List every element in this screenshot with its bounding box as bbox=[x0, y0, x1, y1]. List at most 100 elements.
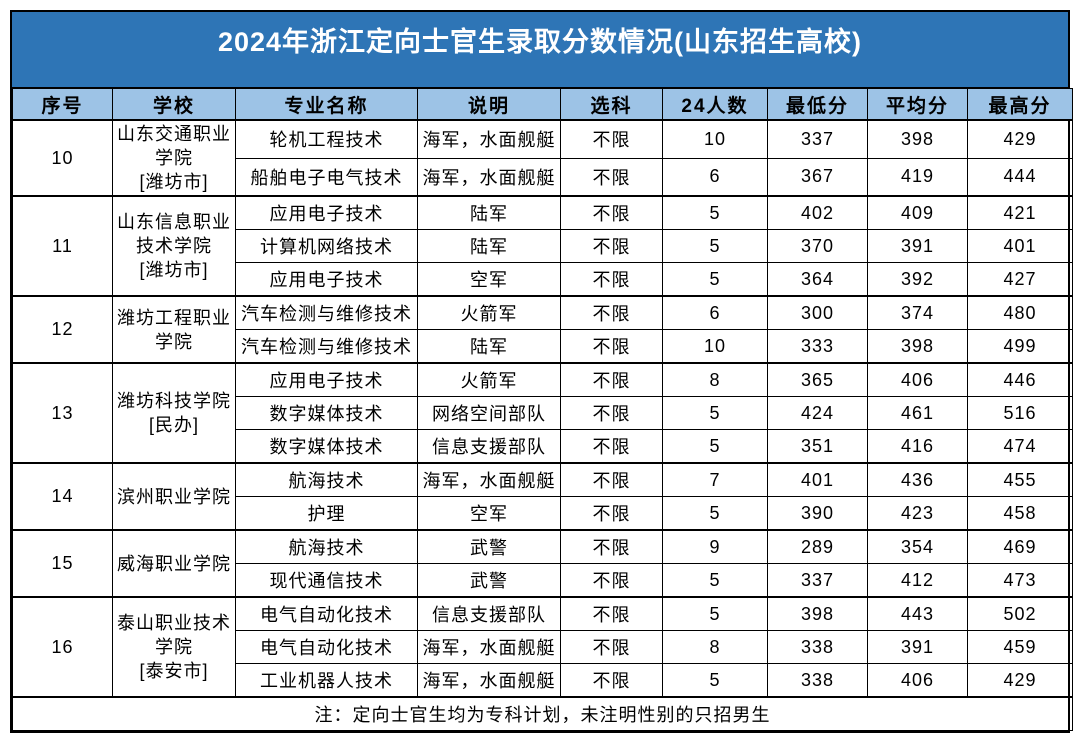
serial-number-cell: 11 bbox=[12, 195, 113, 297]
min-score-cell: 351 bbox=[767, 429, 868, 464]
school-location: [民办] bbox=[148, 415, 199, 435]
min-score-cell: 333 bbox=[767, 329, 868, 364]
school-name: 滨州职业学院 bbox=[117, 486, 231, 507]
enrollment-count-cell: 8 bbox=[662, 362, 768, 397]
min-score-cell: 402 bbox=[767, 195, 868, 230]
major-cell: 轮机工程技术 bbox=[235, 119, 418, 159]
major-cell: 电气自动化技术 bbox=[235, 630, 418, 664]
major-cell: 应用电子技术 bbox=[235, 362, 418, 397]
max-score-cell: 480 bbox=[967, 295, 1073, 330]
enrollment-count-cell: 5 bbox=[662, 429, 768, 464]
table-row: 13 潍坊科技学院 [民办] 应用电子技术 火箭军 不限 8 365 406 446 bbox=[12, 362, 1073, 464]
max-score-cell: 474 bbox=[967, 429, 1073, 464]
major-cell: 计算机网络技术 bbox=[235, 229, 418, 263]
max-score-cell: 499 bbox=[967, 329, 1073, 364]
description-cell: 武警 bbox=[417, 529, 561, 564]
enrollment-count-cell: 5 bbox=[662, 596, 768, 631]
table-row: 应用电子技术 空军 不限 5 364 392 427 bbox=[13, 262, 1073, 297]
header-row: 序号 学校 专业名称 说明 选科 24人数 最低分 平均分 最高分 bbox=[12, 88, 1073, 121]
serial-number-cell: 12 bbox=[12, 295, 113, 364]
min-score-cell: 364 bbox=[767, 262, 868, 297]
subject-requirement-cell: 不限 bbox=[560, 329, 663, 364]
description-cell: 陆军 bbox=[417, 229, 561, 263]
serial-number-cell: 16 bbox=[12, 596, 113, 698]
max-score-cell: 427 bbox=[967, 262, 1073, 297]
column-header: 选科 bbox=[560, 88, 663, 121]
min-score-cell: 424 bbox=[767, 396, 868, 430]
avg-score-cell: 406 bbox=[867, 663, 968, 698]
school-cell: 潍坊科技学院 [民办] bbox=[112, 362, 236, 464]
avg-score-cell: 419 bbox=[867, 157, 968, 197]
column-header: 平均分 bbox=[867, 88, 968, 121]
major-cell: 汽车检测与维修技术 bbox=[235, 295, 418, 330]
major-cell: 数字媒体技术 bbox=[235, 396, 418, 430]
description-cell: 陆军 bbox=[417, 329, 561, 364]
avg-score-cell: 461 bbox=[867, 396, 968, 430]
column-header: 最低分 bbox=[767, 88, 868, 121]
avg-score-cell: 391 bbox=[867, 229, 968, 263]
subject-requirement-cell: 不限 bbox=[560, 429, 663, 464]
max-score-cell: 502 bbox=[967, 596, 1073, 631]
major-cell: 汽车检测与维修技术 bbox=[235, 329, 418, 364]
subject-requirement-cell: 不限 bbox=[560, 462, 663, 497]
major-cell: 护理 bbox=[235, 496, 418, 531]
description-cell: 信息支援部队 bbox=[417, 596, 561, 631]
max-score-cell: 429 bbox=[967, 663, 1073, 698]
school-name: 泰山职业技术学院 bbox=[117, 613, 231, 657]
min-score-cell: 398 bbox=[767, 596, 868, 631]
max-score-cell: 459 bbox=[967, 630, 1073, 664]
subject-requirement-cell: 不限 bbox=[560, 362, 663, 397]
subject-requirement-cell: 不限 bbox=[560, 663, 663, 698]
major-cell: 航海技术 bbox=[235, 462, 418, 497]
school-cell: 山东交通职业学院 [潍坊市] bbox=[112, 119, 236, 197]
description-cell: 陆军 bbox=[417, 195, 561, 230]
table-row: 10 山东交通职业学院 [潍坊市] 轮机工程技术 海军，水面舰艇 不限 10 337 398 42… bbox=[12, 119, 1073, 197]
major-cell: 数字媒体技术 bbox=[235, 429, 418, 464]
min-score-cell: 289 bbox=[767, 529, 868, 564]
admission-score-table: 2024年浙江定向士官生录取分数情况(山东招生高校) 序号 学校 专业名称 说明 选科 2… bbox=[10, 10, 1073, 733]
enrollment-count-cell: 5 bbox=[662, 563, 768, 598]
min-score-cell: 338 bbox=[767, 630, 868, 664]
enrollment-count-cell: 5 bbox=[662, 396, 768, 430]
max-score-cell: 458 bbox=[967, 496, 1073, 531]
school-name: 山东信息职业技术学院 bbox=[117, 212, 231, 256]
serial-number-cell: 10 bbox=[12, 119, 113, 197]
enrollment-count-cell: 5 bbox=[662, 262, 768, 297]
major-cell: 应用电子技术 bbox=[235, 195, 418, 230]
table-row: 12 潍坊工程职业学院 汽车检测与维修技术 火箭军 不限 6 300 374 480 bbox=[12, 295, 1073, 364]
subject-requirement-cell: 不限 bbox=[560, 396, 663, 430]
enrollment-count-cell: 5 bbox=[662, 195, 768, 230]
major-cell: 工业机器人技术 bbox=[235, 663, 418, 698]
enrollment-count-cell: 10 bbox=[662, 119, 768, 159]
max-score-cell: 516 bbox=[967, 396, 1073, 430]
min-score-cell: 370 bbox=[767, 229, 868, 263]
min-score-cell: 337 bbox=[767, 563, 868, 598]
school-cell: 滨州职业学院 bbox=[112, 462, 236, 531]
table-row: 船舶电子电气技术 海军，水面舰艇 不限 6 367 419 444 bbox=[13, 157, 1073, 197]
avg-score-cell: 354 bbox=[867, 529, 968, 564]
school-name: 潍坊科技学院 bbox=[117, 391, 231, 411]
enrollment-count-cell: 5 bbox=[662, 229, 768, 263]
table-row: 汽车检测与维修技术 陆军 不限 10 333 398 499 bbox=[13, 329, 1073, 364]
subject-requirement-cell: 不限 bbox=[560, 496, 663, 531]
max-score-cell: 444 bbox=[967, 157, 1073, 197]
major-cell: 现代通信技术 bbox=[235, 563, 418, 598]
table-row: 电气自动化技术 海军，水面舰艇 不限 8 338 391 459 bbox=[13, 630, 1073, 664]
subject-requirement-cell: 不限 bbox=[560, 563, 663, 598]
enrollment-count-cell: 10 bbox=[662, 329, 768, 364]
description-cell: 海军，水面舰艇 bbox=[417, 119, 561, 159]
avg-score-cell: 436 bbox=[867, 462, 968, 497]
description-cell: 空军 bbox=[417, 496, 561, 531]
description-cell: 海军，水面舰艇 bbox=[417, 663, 561, 698]
max-score-cell: 455 bbox=[967, 462, 1073, 497]
enrollment-count-cell: 6 bbox=[662, 295, 768, 330]
avg-score-cell: 416 bbox=[867, 429, 968, 464]
description-cell: 信息支援部队 bbox=[417, 429, 561, 464]
serial-number-cell: 15 bbox=[12, 529, 113, 598]
school-location: [潍坊市] bbox=[139, 172, 209, 192]
enrollment-count-cell: 9 bbox=[662, 529, 768, 564]
score-table: 序号 学校 专业名称 说明 选科 24人数 最低分 平均分 最高分 10 山东交通职业学院 [潍坊市… bbox=[12, 88, 1073, 731]
major-cell: 航海技术 bbox=[235, 529, 418, 564]
table-row: 计算机网络技术 陆军 不限 5 370 391 401 bbox=[13, 229, 1073, 263]
table-row: 11 山东信息职业技术学院 [潍坊市] 应用电子技术 陆军 不限 5 402 409 421 bbox=[12, 195, 1073, 297]
